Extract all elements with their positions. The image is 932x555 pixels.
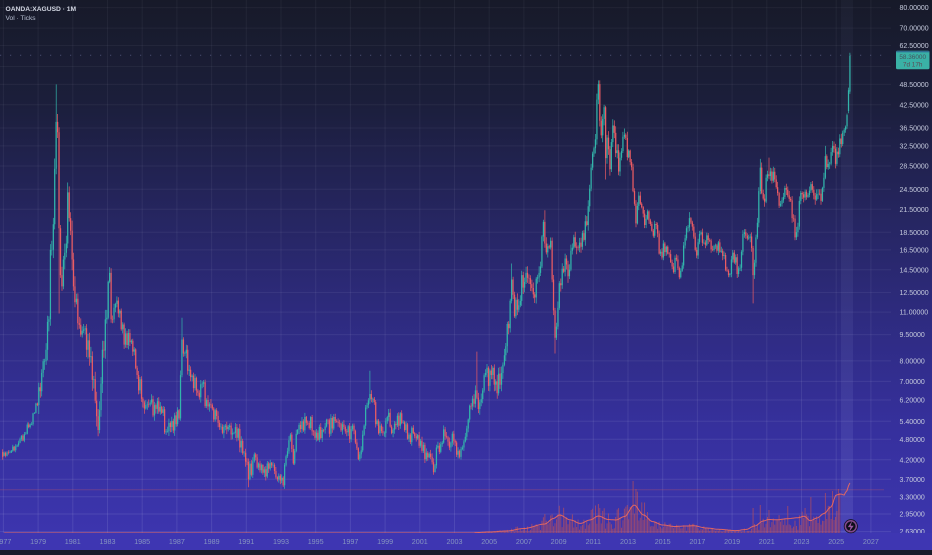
svg-text:62.50000: 62.50000: [900, 43, 929, 50]
svg-text:1979: 1979: [30, 537, 46, 546]
svg-text:2027: 2027: [863, 537, 879, 546]
svg-text:2019: 2019: [724, 537, 740, 546]
svg-text:6.20000: 6.20000: [900, 398, 925, 405]
svg-text:2021: 2021: [759, 537, 775, 546]
svg-text:1981: 1981: [65, 537, 81, 546]
svg-text:14.50000: 14.50000: [900, 267, 929, 274]
svg-text:1987: 1987: [169, 537, 185, 546]
svg-text:7.00000: 7.00000: [900, 379, 925, 386]
svg-text:3.30000: 3.30000: [900, 494, 925, 501]
svg-text:1995: 1995: [308, 537, 324, 546]
svg-text:48.50000: 48.50000: [900, 82, 929, 89]
svg-text:2009: 2009: [551, 537, 567, 546]
svg-text:2005: 2005: [481, 537, 497, 546]
svg-text:2017: 2017: [689, 537, 705, 546]
svg-text:8.00000: 8.00000: [900, 359, 925, 366]
svg-text:32.50000: 32.50000: [900, 144, 929, 151]
svg-text:OANDA:XAGUSD · 1M: OANDA:XAGUSD · 1M: [6, 6, 77, 13]
svg-text:1993: 1993: [273, 537, 289, 546]
svg-text:3.70000: 3.70000: [900, 477, 925, 484]
svg-text:1977: 1977: [0, 537, 11, 546]
svg-text:2015: 2015: [655, 537, 671, 546]
svg-text:9.50000: 9.50000: [900, 332, 925, 339]
svg-text:24.50000: 24.50000: [900, 187, 929, 194]
svg-text:1999: 1999: [377, 537, 393, 546]
svg-text:18.50000: 18.50000: [900, 230, 929, 237]
svg-text:1997: 1997: [342, 537, 358, 546]
svg-text:1985: 1985: [134, 537, 150, 546]
svg-text:4.20000: 4.20000: [900, 457, 925, 464]
svg-text:5.40000: 5.40000: [900, 419, 925, 426]
svg-text:16.50000: 16.50000: [900, 248, 929, 255]
svg-text:2.95000: 2.95000: [900, 512, 925, 519]
svg-text:28.50000: 28.50000: [900, 164, 929, 171]
svg-text:1983: 1983: [100, 537, 116, 546]
svg-text:21.50000: 21.50000: [900, 207, 929, 214]
svg-text:2023: 2023: [794, 537, 810, 546]
svg-text:2001: 2001: [412, 537, 428, 546]
svg-text:1989: 1989: [204, 537, 220, 546]
svg-text:42.50000: 42.50000: [900, 102, 929, 109]
svg-text:2003: 2003: [447, 537, 463, 546]
svg-text:70.00000: 70.00000: [900, 26, 929, 33]
svg-text:4.80000: 4.80000: [900, 437, 925, 444]
svg-text:2025: 2025: [828, 537, 844, 546]
svg-text:Vol · Ticks: Vol · Ticks: [6, 15, 37, 22]
svg-text:11.00000: 11.00000: [900, 310, 929, 317]
svg-text:2011: 2011: [586, 537, 601, 546]
svg-text:2.63000: 2.63000: [900, 529, 925, 536]
svg-text:2007: 2007: [516, 537, 532, 546]
svg-text:7d 17h: 7d 17h: [903, 62, 923, 69]
svg-text:1991: 1991: [238, 537, 254, 546]
svg-text:12.50000: 12.50000: [900, 290, 929, 297]
svg-text:36.50000: 36.50000: [900, 126, 929, 133]
svg-text:58.36000: 58.36000: [899, 54, 926, 61]
svg-text:2013: 2013: [620, 537, 636, 546]
svg-text:80.00000: 80.00000: [900, 5, 929, 12]
